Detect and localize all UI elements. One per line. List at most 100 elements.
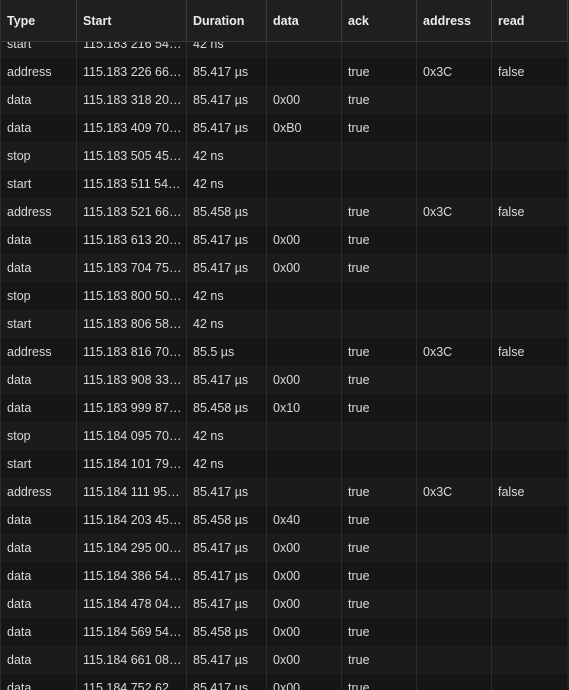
column-header-data[interactable]: data [267, 0, 342, 41]
table-row[interactable]: data 115.183 318 20… 85.417 µs 0x00 true [1, 86, 569, 114]
address-cell [417, 86, 492, 114]
address-cell [417, 506, 492, 534]
data-cell [267, 450, 342, 478]
address-cell [417, 282, 492, 310]
table-row[interactable]: data 115.184 295 00… 85.417 µs 0x00 true [1, 534, 569, 562]
table-row[interactable]: start 115.183 511 54… 42 ns [1, 170, 569, 198]
table-row[interactable]: stop 115.184 095 70… 42 ns [1, 422, 569, 450]
address-cell: 0x3C [417, 338, 492, 366]
type-cell: data [1, 394, 77, 422]
start-cell: 115.183 409 70… [77, 114, 187, 142]
read-cell [492, 394, 568, 422]
type-cell: start [1, 170, 77, 198]
table-row[interactable]: data 115.184 478 04… 85.417 µs 0x00 true [1, 590, 569, 618]
ack-cell: true [342, 58, 417, 86]
address-cell [417, 366, 492, 394]
address-cell [417, 562, 492, 590]
table-row[interactable]: address 115.184 111 95… 85.417 µs true 0x3C f… [1, 478, 569, 506]
ack-cell: true [342, 562, 417, 590]
table-row[interactable]: data 115.183 704 75… 85.417 µs 0x00 true [1, 254, 569, 282]
start-cell: 115.183 226 66… [77, 58, 187, 86]
start-cell: 115.183 704 75… [77, 254, 187, 282]
table-row[interactable]: address 115.183 226 66… 85.417 µs true 0x3C f… [1, 58, 569, 86]
table-row[interactable]: data 115.183 409 70… 85.417 µs 0xB0 true [1, 114, 569, 142]
duration-cell: 42 ns [187, 282, 267, 310]
read-cell: false [492, 338, 568, 366]
table-row[interactable]: address 115.183 521 66… 85.458 µs true 0x3C f… [1, 198, 569, 226]
address-cell [417, 590, 492, 618]
duration-cell: 85.417 µs [187, 114, 267, 142]
data-cell: 0x00 [267, 562, 342, 590]
read-cell [492, 114, 568, 142]
column-header-read[interactable]: read [492, 0, 568, 41]
type-cell: data [1, 674, 77, 690]
address-cell [417, 618, 492, 646]
table-row[interactable]: data 115.183 908 33… 85.417 µs 0x00 true [1, 366, 569, 394]
vertical-scrollbar[interactable] [567, 42, 569, 690]
duration-cell: 42 ns [187, 170, 267, 198]
type-cell: data [1, 366, 77, 394]
start-cell: 115.183 505 45… [77, 142, 187, 170]
ack-cell: true [342, 506, 417, 534]
ack-cell: true [342, 254, 417, 282]
address-cell: 0x3C [417, 58, 492, 86]
start-cell: 115.184 661 08… [77, 646, 187, 674]
duration-cell: 85.417 µs [187, 562, 267, 590]
start-cell: 115.183 806 58… [77, 310, 187, 338]
address-cell [417, 394, 492, 422]
data-cell [267, 478, 342, 506]
table-row[interactable]: data 115.184 386 54… 85.417 µs 0x00 true [1, 562, 569, 590]
type-cell: address [1, 478, 77, 506]
ack-cell [342, 142, 417, 170]
ack-cell: true [342, 114, 417, 142]
duration-cell: 85.5 µs [187, 338, 267, 366]
ack-cell: true [342, 646, 417, 674]
table-row[interactable]: data 115.183 613 20… 85.417 µs 0x00 true [1, 226, 569, 254]
table-row[interactable]: data 115.184 569 54… 85.458 µs 0x00 true [1, 618, 569, 646]
column-header-address[interactable]: address [417, 0, 492, 41]
column-header-duration[interactable]: Duration [187, 0, 267, 41]
duration-cell: 85.458 µs [187, 394, 267, 422]
table-row[interactable]: address 115.183 816 70… 85.5 µs true 0x3C fal… [1, 338, 569, 366]
start-cell: 115.183 521 66… [77, 198, 187, 226]
start-cell: 115.184 569 54… [77, 618, 187, 646]
data-cell [267, 170, 342, 198]
read-cell [492, 590, 568, 618]
read-cell [492, 674, 568, 690]
column-header-start[interactable]: Start [77, 0, 187, 41]
table-row[interactable]: stop 115.183 505 45… 42 ns [1, 142, 569, 170]
start-cell: 115.183 511 54… [77, 170, 187, 198]
table-body: start 115.183 216 54… 42 ns address 115.183 … [1, 30, 569, 690]
address-cell [417, 310, 492, 338]
table-row[interactable]: data 115.184 661 08… 85.417 µs 0x00 true [1, 646, 569, 674]
data-cell: 0xB0 [267, 114, 342, 142]
start-cell: 115.184 386 54… [77, 562, 187, 590]
start-cell: 115.183 816 70… [77, 338, 187, 366]
type-cell: data [1, 646, 77, 674]
address-cell [417, 674, 492, 690]
column-header-type[interactable]: Type [1, 0, 77, 41]
table-row[interactable]: data 115.184 752 62… 85.417 µs 0x00 true [1, 674, 569, 690]
read-cell [492, 646, 568, 674]
data-cell: 0x40 [267, 506, 342, 534]
table-row[interactable]: data 115.184 203 45… 85.458 µs 0x40 true [1, 506, 569, 534]
data-cell [267, 198, 342, 226]
table-row[interactable]: stop 115.183 800 50… 42 ns [1, 282, 569, 310]
type-cell: data [1, 590, 77, 618]
type-cell: data [1, 226, 77, 254]
table-header: Type Start Duration data ack address rea… [1, 0, 569, 42]
data-cell [267, 142, 342, 170]
ack-cell: true [342, 534, 417, 562]
ack-cell [342, 422, 417, 450]
start-cell: 115.184 111 95… [77, 478, 187, 506]
duration-cell: 85.417 µs [187, 226, 267, 254]
type-cell: address [1, 198, 77, 226]
duration-cell: 42 ns [187, 310, 267, 338]
table-row[interactable]: start 115.184 101 79… 42 ns [1, 450, 569, 478]
table-row[interactable]: start 115.183 806 58… 42 ns [1, 310, 569, 338]
data-cell: 0x10 [267, 394, 342, 422]
column-header-ack[interactable]: ack [342, 0, 417, 41]
start-cell: 115.183 800 50… [77, 282, 187, 310]
table-row[interactable]: data 115.183 999 87… 85.458 µs 0x10 true [1, 394, 569, 422]
